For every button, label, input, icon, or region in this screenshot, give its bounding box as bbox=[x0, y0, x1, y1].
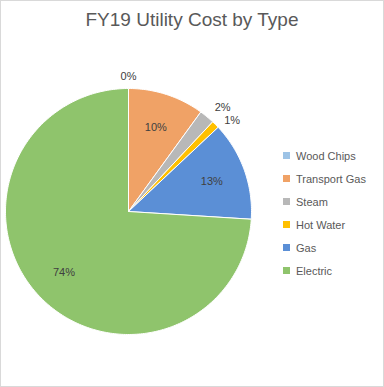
html-text:Steam: Steam bbox=[296, 195, 328, 208]
svg-text:0%: 0% bbox=[121, 70, 137, 82]
html-text:FY19 Utility Cost by Type: FY19 Utility Cost by Type bbox=[85, 9, 299, 30]
svg-text:2%: 2% bbox=[215, 101, 231, 113]
svg-text:13%: 13% bbox=[201, 175, 223, 187]
svg-text:1%: 1% bbox=[224, 114, 240, 126]
svg-text:74%: 74% bbox=[53, 266, 75, 278]
html-text:Electric: Electric bbox=[296, 264, 333, 277]
html-text:Transport Gas: Transport Gas bbox=[296, 172, 366, 185]
svg-text:10%: 10% bbox=[145, 121, 167, 133]
html-text:Hot Water: Hot Water bbox=[296, 218, 346, 231]
html-text:Wood Chips: Wood Chips bbox=[296, 149, 356, 162]
html-text:Gas: Gas bbox=[296, 241, 317, 254]
